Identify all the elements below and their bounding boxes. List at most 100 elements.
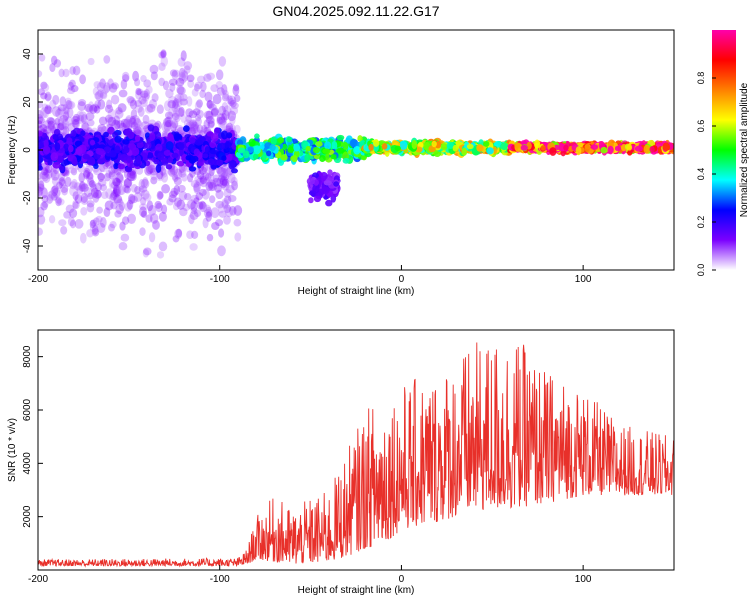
spectrogram-cell <box>66 137 73 145</box>
colorbar-ticks: 0.0 0.2 0.4 0.6 0.8 <box>696 72 716 276</box>
spectrogram-cell <box>145 141 152 149</box>
spectrogram-cell <box>188 110 198 119</box>
spectrogram-cell <box>179 98 189 106</box>
spectrogram-cell <box>217 245 226 257</box>
snr-y-ticks: 2000 4000 6000 8000 <box>22 345 43 528</box>
spectrogram-cell <box>126 170 136 182</box>
spectrogram-cell <box>58 178 67 189</box>
x-tick-label: 0 <box>399 274 405 285</box>
spectrogram-cell <box>215 69 224 81</box>
x-tick-label: 100 <box>575 274 592 285</box>
spectrogram-cell <box>113 194 123 204</box>
spectrogram-cell <box>168 96 177 104</box>
spectrogram-cell <box>225 206 234 218</box>
spectrogram-cell <box>222 168 229 180</box>
spectrogram-cell <box>286 136 293 143</box>
spectrogram-cell <box>203 204 212 214</box>
spectrogram-cell <box>141 92 150 102</box>
spectrogram-cell <box>135 87 142 96</box>
spectrogram-cell <box>64 176 72 187</box>
spectrogram-cell <box>411 139 418 150</box>
spectrogram-cell <box>86 119 95 127</box>
y-tick-label: 0 <box>22 147 33 153</box>
spectrogram-cell <box>134 185 141 195</box>
spectrogram-cell <box>232 83 240 92</box>
spectrogram-cell <box>304 153 311 162</box>
spectrogram-cell <box>110 201 118 210</box>
spectrogram-cell <box>124 202 133 212</box>
spectrogram-cell <box>342 141 349 151</box>
spectrogram-cell <box>64 97 72 106</box>
spectrogram-cell <box>39 171 49 180</box>
spectrogram-cell <box>63 106 70 115</box>
spectrogram-cell <box>123 177 133 188</box>
spectrogram-cell <box>191 88 199 97</box>
spectrogram-cell <box>60 126 68 136</box>
spectrogram-cell <box>221 199 229 209</box>
spectrogram-cell <box>212 174 220 183</box>
spectrogram-cell <box>333 181 340 187</box>
spectrogram-cell <box>184 193 192 201</box>
spectrogram-cell <box>321 186 330 195</box>
spectrogram-cell <box>134 120 143 129</box>
spectrogram-cell <box>185 114 192 123</box>
spectrogram-cell <box>115 179 123 189</box>
spectrogram-cell <box>201 189 210 200</box>
spectrogram-cell <box>180 69 188 78</box>
spectrogram-cell <box>205 110 214 121</box>
spectrogram-cell <box>103 172 111 182</box>
spectrogram-cell <box>93 217 100 226</box>
spectrogram-cell <box>134 78 141 87</box>
spectrogram-cell <box>116 174 125 185</box>
spectrogram-cell <box>131 147 140 156</box>
spectrogram-cell <box>190 194 200 203</box>
spectrogram-cell <box>218 174 226 182</box>
spectrogram-cell <box>170 187 179 197</box>
spectrogram-cell <box>160 55 169 67</box>
spectrogram-cell <box>139 127 147 136</box>
colorbar-tick-label: 0.2 <box>696 216 706 229</box>
spectrogram-cell <box>122 184 130 193</box>
spectrogram-cell <box>205 206 212 217</box>
spectrogram-cell <box>89 139 96 146</box>
spectrogram-cell <box>70 167 78 176</box>
spectrogram-cell <box>161 157 169 166</box>
spectrogram-cell <box>233 218 242 227</box>
spectrogram-cell <box>115 109 124 119</box>
spectrogram-cell <box>221 101 229 113</box>
spectrogram-cell <box>112 186 121 195</box>
spectrogram-cell <box>230 176 238 187</box>
spectrogram-cell <box>173 98 180 110</box>
spectrogram-cell <box>72 65 81 76</box>
spectrogram-cell <box>38 214 46 225</box>
spectrogram-cell <box>208 103 217 111</box>
y-tick-label: 4000 <box>22 452 33 475</box>
spectrogram-cell <box>176 141 185 148</box>
spectrogram-cell <box>227 98 235 107</box>
spectrogram-cell <box>62 125 70 137</box>
spectrogram-cell <box>270 136 277 146</box>
spectrogram-cell <box>188 119 195 129</box>
spectrogram-cell <box>71 178 78 189</box>
spectrogram-cell <box>97 124 106 132</box>
spectrogram-cell <box>47 159 53 166</box>
spectrogram-cell <box>62 68 70 78</box>
spectrogram-cell <box>195 117 202 126</box>
spectrogram-cell <box>218 210 227 218</box>
spectrogram-cell <box>168 190 178 199</box>
spectrogram-cell <box>89 220 96 229</box>
spectrogram-cell <box>38 142 46 148</box>
y-tick-label: 40 <box>22 48 33 60</box>
spectrogram-cell <box>174 94 182 103</box>
spectrogram-cell <box>178 106 185 118</box>
spectrogram-cell <box>161 184 171 194</box>
spectrogram-cell <box>199 201 208 213</box>
spectrogram-cell <box>147 164 157 174</box>
spectrogram-cell <box>126 95 135 104</box>
spectrogram-cell <box>87 57 95 66</box>
spectrogram-cell <box>62 103 69 115</box>
spectrogram-cell <box>49 63 56 73</box>
spectrogram-cell <box>97 179 107 187</box>
spectrogram-cell <box>204 146 211 155</box>
spectrogram-cell <box>120 154 128 161</box>
